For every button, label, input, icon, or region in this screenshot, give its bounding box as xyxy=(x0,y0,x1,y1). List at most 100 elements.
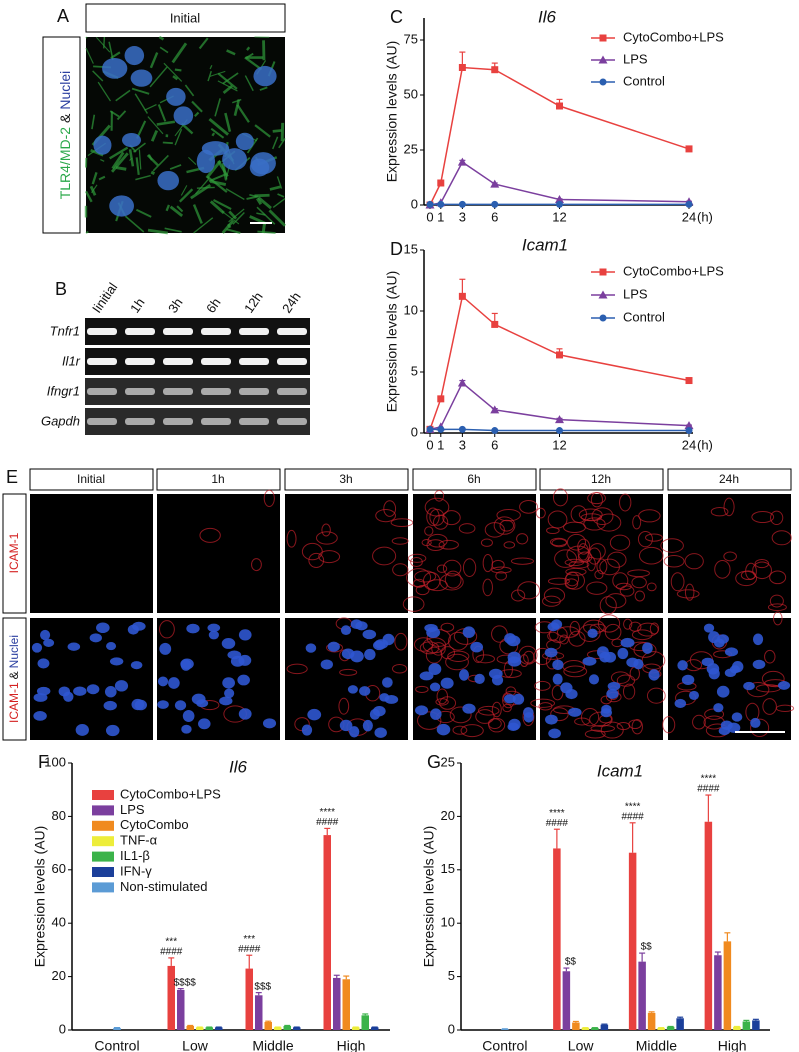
bar xyxy=(113,1027,121,1030)
signal xyxy=(600,695,612,705)
label-box xyxy=(2,617,27,741)
nucleus xyxy=(382,677,393,688)
signal xyxy=(770,510,784,526)
signal xyxy=(610,671,630,684)
signal xyxy=(599,596,617,615)
nucleus xyxy=(168,677,180,689)
fiber xyxy=(103,36,106,49)
gel-band xyxy=(277,328,307,335)
gel-band xyxy=(87,418,117,425)
nucleus xyxy=(237,674,250,686)
significance-mark: $$ xyxy=(565,957,577,968)
nucleus xyxy=(114,680,129,692)
bar xyxy=(591,1027,599,1030)
line xyxy=(429,66,690,206)
nucleus xyxy=(777,681,791,690)
marker xyxy=(684,421,694,430)
signal xyxy=(394,632,408,651)
chart-title: Icam1 xyxy=(522,235,568,254)
nucleus xyxy=(350,619,363,630)
nucleus xyxy=(440,677,454,689)
y-tick-label: 25 xyxy=(441,754,455,769)
fiber xyxy=(268,209,286,227)
fiber xyxy=(147,228,168,235)
nucleus xyxy=(58,686,71,697)
x-tick-label: 0 xyxy=(426,209,433,224)
stain: TLR4/MD-2 xyxy=(57,127,73,200)
lane-label: Iinitial xyxy=(89,280,120,316)
signal xyxy=(442,559,462,577)
nucleus xyxy=(362,629,377,640)
nucleus xyxy=(131,698,145,711)
fiber xyxy=(97,81,112,102)
x-tick-label: 1 xyxy=(437,437,444,452)
nucleus xyxy=(379,693,390,702)
signal xyxy=(321,523,331,537)
marker xyxy=(598,55,608,64)
y-tick-label: 20 xyxy=(52,968,66,983)
fiber xyxy=(209,70,226,77)
fiber xyxy=(169,164,182,170)
signal xyxy=(566,533,587,551)
x-tick-label: 1 xyxy=(437,209,444,224)
nucleus xyxy=(606,688,619,699)
signal xyxy=(429,508,445,526)
bar xyxy=(283,1025,291,1030)
fiber xyxy=(244,56,263,71)
x-tick-label: 12 xyxy=(552,437,566,452)
image-header: Initial xyxy=(77,472,105,486)
nucleus xyxy=(547,622,560,632)
bar xyxy=(704,821,713,1030)
fiber xyxy=(217,72,238,90)
signal xyxy=(750,718,770,738)
fiber xyxy=(190,183,212,200)
significance-mark: #### xyxy=(622,811,645,822)
gel-band xyxy=(277,418,307,425)
signal xyxy=(547,577,570,585)
bar xyxy=(205,1027,213,1030)
nucleus xyxy=(93,135,112,155)
bar xyxy=(733,1026,741,1030)
header-box xyxy=(539,468,664,491)
nucleus xyxy=(349,726,360,738)
panel-letter: G xyxy=(427,752,441,772)
fiber xyxy=(254,193,270,198)
signal xyxy=(496,509,521,522)
y-tick-label: 0 xyxy=(411,424,418,439)
image-header: 12h xyxy=(591,472,611,486)
nucleus xyxy=(73,686,87,696)
signal xyxy=(623,618,633,630)
signal xyxy=(436,564,448,573)
signal xyxy=(412,578,426,588)
stain-amp: & xyxy=(57,113,73,123)
legend-label: Non-stimulated xyxy=(120,879,207,894)
signal xyxy=(638,546,664,565)
y-tick-label: 10 xyxy=(404,302,418,317)
signal xyxy=(482,578,493,597)
fiber xyxy=(272,129,282,133)
nucleus xyxy=(512,693,525,705)
nucleus xyxy=(430,708,442,720)
nucleus xyxy=(364,648,376,661)
signal xyxy=(771,530,792,546)
nucleus xyxy=(703,623,715,633)
marker xyxy=(556,351,563,359)
legend-swatch xyxy=(92,790,114,800)
fiber xyxy=(194,178,210,195)
fiber xyxy=(85,230,89,234)
image-layer xyxy=(29,35,795,740)
fiber xyxy=(209,65,213,70)
signal xyxy=(426,507,440,527)
gel-band xyxy=(239,388,269,395)
fiber xyxy=(150,170,156,175)
gel-band xyxy=(125,418,155,425)
fiber xyxy=(135,208,152,218)
nucleus xyxy=(37,658,50,669)
marker xyxy=(556,102,563,110)
y-tick-label: 15 xyxy=(404,241,418,256)
signal xyxy=(530,698,556,708)
nucleus xyxy=(130,661,143,670)
signal xyxy=(596,513,622,532)
signal xyxy=(597,614,621,633)
legend-swatch xyxy=(92,882,114,893)
